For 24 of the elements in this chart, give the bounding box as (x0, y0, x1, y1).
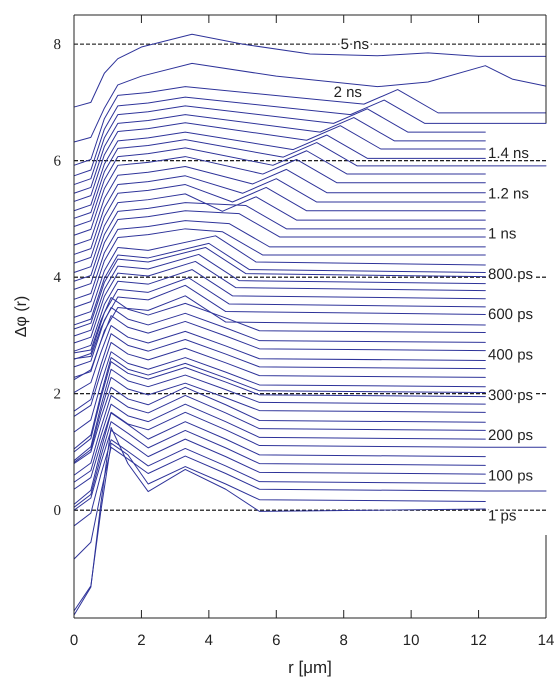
x-tick-label: 10 (402, 632, 420, 649)
annotation: 1.2 ns (488, 185, 529, 202)
x-axis-title: r [μm] (288, 658, 332, 677)
annotation: 2 ns (334, 84, 362, 101)
y-tick-label: 0 (54, 503, 61, 520)
y-tick-label: 4 (54, 270, 62, 286)
y-tick-label: 8 (54, 37, 61, 54)
x-tick-label: 8 (340, 632, 348, 649)
annotation: 400 ps (488, 346, 534, 364)
annotation: 100 ps (488, 467, 534, 484)
x-tick-label: 14 (538, 632, 554, 649)
annotation: 1.4 ns (488, 145, 529, 162)
y-tick-label: 6 (54, 154, 62, 170)
x-tick-label: 4 (204, 632, 214, 649)
y-axis-title: Δφ (r) (13, 296, 30, 338)
x-tick-label: 6 (272, 632, 280, 649)
annotation: 1 ns (488, 226, 516, 243)
annotation: 600 ps (488, 306, 534, 324)
annotation: 1 ps (488, 508, 516, 525)
x-tick-label: 12 (470, 632, 487, 649)
y-tick-label: 2 (54, 386, 61, 403)
x-tick-label: 0 (70, 632, 78, 649)
annotation: 200 ps (488, 427, 534, 444)
x-tick-label: 2 (137, 632, 146, 649)
